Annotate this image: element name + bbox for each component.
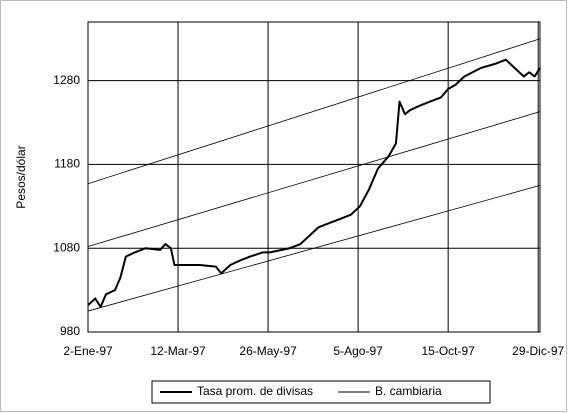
band-line bbox=[87, 38, 541, 185]
x-tick-label: 2-Ene-97 bbox=[63, 344, 113, 358]
plot-area bbox=[87, 21, 541, 333]
x-tick-label: 5-Ago-97 bbox=[333, 344, 383, 358]
y-tick-label: 980 bbox=[60, 324, 80, 338]
legend-box bbox=[151, 380, 491, 404]
x-tick-label: 26-May-97 bbox=[239, 344, 297, 358]
x-tick-label: 29-Dic-97 bbox=[512, 344, 564, 358]
y-tick-label: 1180 bbox=[54, 157, 80, 171]
data-line bbox=[87, 58, 541, 308]
legend-label: B. cambiaria bbox=[375, 384, 442, 398]
band-line bbox=[87, 184, 541, 312]
y-tick-label: 1280 bbox=[53, 73, 80, 87]
legend-label: Tasa prom. de divisas bbox=[197, 384, 313, 398]
y-tick-label: 1080 bbox=[53, 240, 80, 254]
x-tick-label: 12-Mar-97 bbox=[150, 344, 206, 358]
x-tick-label: 15-Oct-97 bbox=[421, 344, 475, 358]
y-axis-label: Pesos/dólar bbox=[14, 145, 28, 208]
band-line bbox=[87, 111, 541, 247]
